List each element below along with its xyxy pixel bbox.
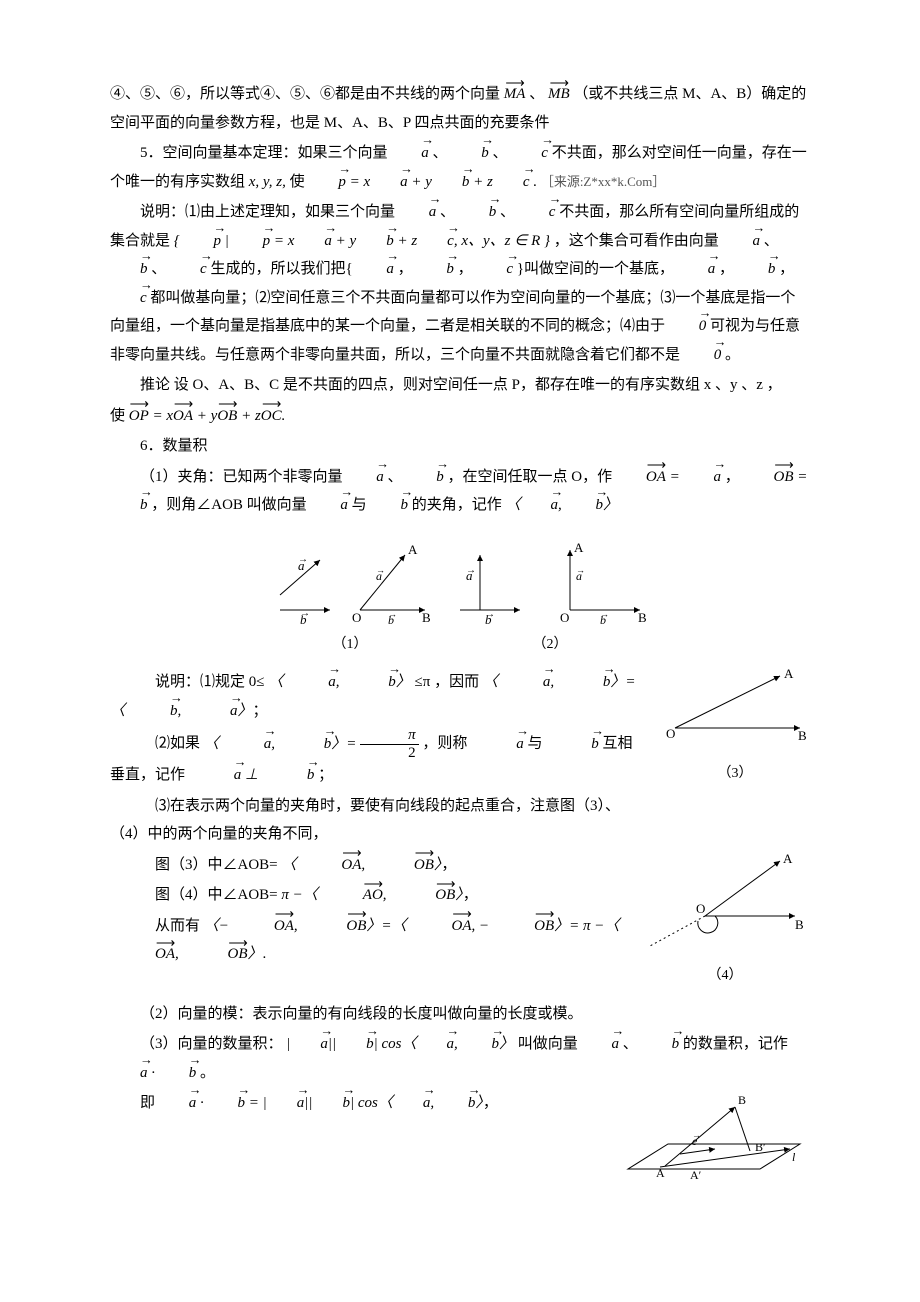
diagram-acute-icon: a→ b→ O A B a→ b→ [270, 540, 430, 630]
text: ≤π ，因而 [415, 674, 480, 690]
section-6-2: （2）向量的模：表示向量的有向线段的长度叫做向量的长度或模。 [110, 1000, 810, 1029]
svg-text:B′: B′ [755, 1140, 766, 1154]
figure-1: a→ b→ O A B a→ b→ （1） [270, 540, 430, 659]
figure-4: O A B （4） [640, 851, 810, 990]
text: ④、⑤、⑥，所以等式④、⑤、⑥都是由不共线的两个向量 [110, 86, 500, 102]
svg-text:O: O [352, 610, 361, 625]
svg-text:B: B [798, 728, 807, 743]
text: 即 [140, 1095, 155, 1111]
figure-caption: （2） [450, 632, 650, 659]
svg-text:→: → [298, 554, 308, 565]
svg-text:→: → [692, 1130, 701, 1140]
text: ，则称 [422, 736, 467, 752]
svg-text:A: A [784, 668, 794, 681]
text: 的夹角，记作 [412, 497, 502, 513]
text: 生成的，所以我们把{ [210, 261, 352, 277]
svg-text:B: B [738, 1093, 746, 1107]
svg-text:O: O [666, 726, 675, 741]
figure-caption: （4） [640, 963, 810, 990]
svg-text:→: → [576, 565, 585, 575]
text: ⑵如果 [155, 736, 200, 752]
figure-3: O A B （3） [660, 668, 810, 787]
diagram-fig3-icon: O A B [660, 668, 810, 748]
svg-text:→: → [300, 608, 310, 619]
corollary: 推论 设 O、A、B、C 是不共面的四点，则对空间任一点 P，都存在唯一的有序实… [110, 371, 810, 400]
explanation-1: 说明：⑴由上述定理知，如果三个向量 a 、 b 、 c 不共面，那么所有空间向量… [110, 198, 810, 369]
diagram-fig4-icon: O A B [640, 851, 810, 951]
corollary-eq: 使 OP = xOA + yOB + zOC. [110, 402, 810, 431]
svg-text:→: → [600, 609, 609, 619]
svg-text:A′: A′ [690, 1168, 702, 1182]
text: 的数量积，记作 [683, 1036, 788, 1052]
diagram-projection-icon: A′ B′ l A B e→ [620, 1089, 810, 1184]
figure-projection: A′ B′ l A B e→ [620, 1089, 810, 1195]
svg-text:l: l [792, 1150, 796, 1164]
figure-caption: （3） [660, 761, 810, 788]
text: 叫做向量 [518, 1036, 578, 1052]
svg-text:→: → [466, 565, 476, 576]
svg-text:A: A [408, 542, 418, 557]
text: 图（3）中∠AOB= [155, 857, 278, 873]
svg-text:A: A [574, 540, 584, 555]
svg-text:B: B [638, 610, 647, 625]
vector-MA: MA [504, 80, 526, 109]
figure-caption: （1） [270, 632, 430, 659]
svg-text:→: → [376, 565, 385, 575]
svg-text:→: → [388, 609, 397, 619]
diagram-right-icon: a→ b→ O A B a→ b→ [450, 540, 650, 630]
svg-text:A: A [656, 1166, 665, 1180]
svg-text:O: O [560, 610, 569, 625]
text: 使 [290, 174, 305, 190]
text: ，则角∠AOB 叫做向量 [151, 497, 306, 513]
svg-text:A: A [783, 851, 793, 866]
figure-2: a→ b→ O A B a→ b→ （2） [450, 540, 650, 659]
text: }叫做空间的一个基底， [517, 261, 674, 277]
svg-text:O: O [696, 901, 705, 916]
text: 使 [110, 408, 125, 424]
vector-MB: MB [548, 80, 570, 109]
figure-row: a→ b→ O A B a→ b→ （1） a→ b→ O A B [110, 540, 810, 659]
section-6-1: （1）夹角：已知两个非零向量 a 、 b ，在空间任取一点 O，作 OA = a… [110, 463, 810, 520]
svg-text:B: B [422, 610, 430, 625]
note-3: ⑶在表示两个向量的夹角时，要使有向线段的起点重合，注意图（3）、（4）中的两个向… [110, 792, 810, 849]
math-xyz: x, y, z, [249, 174, 286, 190]
svg-text:→: → [485, 609, 495, 620]
svg-text:B: B [795, 917, 804, 932]
